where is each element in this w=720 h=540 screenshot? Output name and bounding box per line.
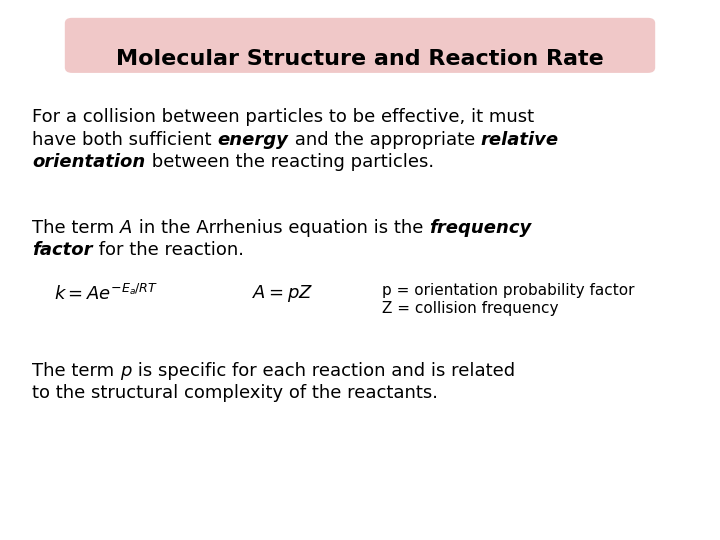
Text: p: p	[120, 362, 132, 380]
Text: orientation: orientation	[32, 153, 145, 171]
Text: between the reacting particles.: between the reacting particles.	[145, 153, 433, 171]
Text: For a collision between particles to be effective, it must: For a collision between particles to be …	[32, 108, 534, 126]
Text: A: A	[120, 219, 132, 237]
Text: for the reaction.: for the reaction.	[93, 241, 244, 259]
Text: in the Arrhenius equation is the: in the Arrhenius equation is the	[132, 219, 429, 237]
Text: and the appropriate: and the appropriate	[289, 131, 480, 149]
Text: factor: factor	[32, 241, 93, 259]
Text: p = orientation probability factor: p = orientation probability factor	[382, 284, 634, 299]
FancyBboxPatch shape	[65, 18, 655, 73]
Text: relative: relative	[480, 131, 559, 149]
Text: frequency: frequency	[429, 219, 531, 237]
Text: $\mathit{A} = \mathit{p}\mathit{Z}$: $\mathit{A} = \mathit{p}\mathit{Z}$	[252, 284, 313, 305]
Text: energy: energy	[217, 131, 289, 149]
Text: The term: The term	[32, 362, 120, 380]
Text: The term: The term	[32, 219, 120, 237]
Text: have both sufficient: have both sufficient	[32, 131, 217, 149]
Text: Molecular Structure and Reaction Rate: Molecular Structure and Reaction Rate	[116, 49, 604, 69]
Text: $\mathit{k} = \mathit{A}\mathit{e}^{-E_a/RT}$: $\mathit{k} = \mathit{A}\mathit{e}^{-E_a…	[54, 284, 158, 303]
Text: is specific for each reaction and is related: is specific for each reaction and is rel…	[132, 362, 515, 380]
Text: Z = collision frequency: Z = collision frequency	[382, 300, 558, 315]
Text: to the structural complexity of the reactants.: to the structural complexity of the reac…	[32, 384, 438, 402]
